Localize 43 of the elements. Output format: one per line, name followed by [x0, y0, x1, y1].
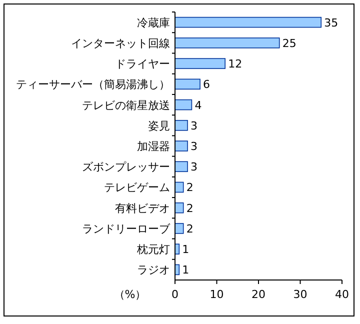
y-tick-label: ズボンプレッサー	[82, 160, 170, 174]
y-tick-label: 加湿器	[137, 140, 170, 153]
data-label: 35	[324, 16, 338, 30]
data-label: 3	[190, 160, 198, 174]
x-tick-label: 10	[210, 288, 224, 301]
y-tick-label: テレビの衛星放送	[82, 98, 170, 112]
bar	[174, 120, 188, 131]
data-label: 6	[203, 78, 210, 92]
y-tick-label: インターネット回線	[71, 36, 170, 50]
y-tick-label: 冷蔵庫	[137, 16, 170, 30]
data-label: 3	[190, 119, 198, 132]
bar	[174, 16, 322, 28]
data-label: 2	[186, 222, 194, 236]
x-tick-label: 0	[172, 288, 178, 301]
data-label: 4	[194, 98, 202, 112]
x-axis-title: （%）	[114, 288, 146, 301]
data-label: 3	[190, 140, 198, 153]
bar	[174, 140, 188, 152]
y-tick-label: 枕元灯	[136, 243, 170, 256]
y-tick-label: ティーサーバー（簡易湯沸し）	[16, 78, 170, 92]
bar	[174, 223, 184, 234]
data-label: 2	[186, 202, 194, 215]
data-label: 1	[182, 264, 190, 277]
x-tick-label: 30	[293, 288, 308, 301]
bar	[174, 161, 188, 172]
y-tick-label: ラジオ	[137, 264, 170, 277]
y-tick-label: ドライヤー	[115, 58, 170, 71]
y-tick-label: 有料ビデオ	[115, 202, 170, 215]
bar	[174, 58, 226, 69]
bar	[174, 182, 184, 193]
y-tick-label: テレビゲーム	[104, 181, 170, 194]
bar	[174, 99, 192, 110]
x-tick-label: 20	[252, 288, 266, 301]
bar	[174, 202, 184, 214]
bar	[174, 38, 280, 48]
y-tick-label: 姿見	[148, 119, 170, 132]
bar	[174, 78, 200, 90]
data-label: 12	[228, 58, 242, 71]
y-tick-label: ランドリーローブ	[82, 222, 171, 236]
data-label: 2	[186, 181, 194, 194]
x-tick-label: 40	[335, 288, 349, 301]
data-label: 1	[182, 243, 190, 256]
data-label: 25	[282, 36, 296, 50]
